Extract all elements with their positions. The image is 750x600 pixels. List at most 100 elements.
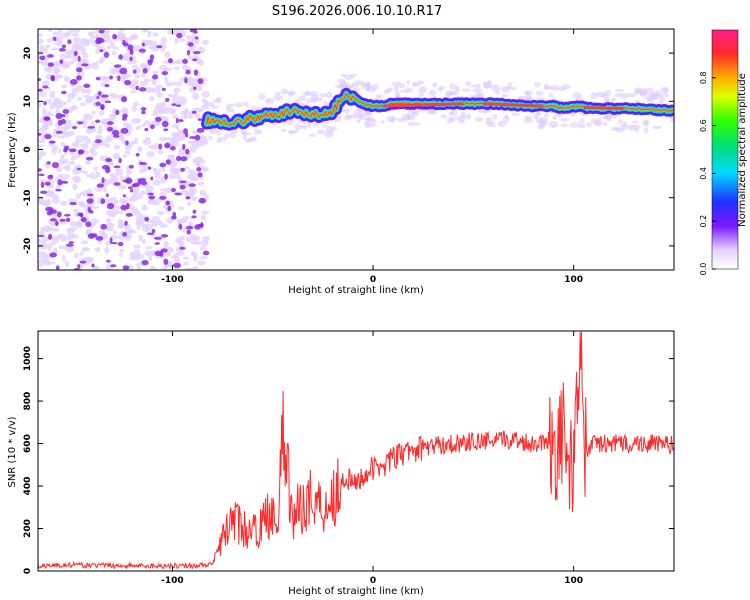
noise-blob-light [48,242,56,246]
noise-blob-light [38,91,47,98]
haze-blob [418,93,424,98]
noise-blob-light [55,60,60,65]
haze-blob [365,123,371,129]
noise-blob-light [118,29,127,32]
haze-blob [380,120,385,124]
noise-blob-light [136,225,141,231]
haze-blob [580,123,586,129]
noise-blob [151,228,156,234]
noise-blob-light [112,153,121,160]
haze-blob [486,121,496,128]
noise-blob-light [105,135,113,143]
noise-blob-light [118,133,126,141]
noise-blob [147,59,153,66]
haze-blob [455,115,466,122]
haze-blob [349,114,359,119]
haze-blob [552,115,557,120]
noise-blob-light [53,247,58,254]
noise-blob [141,180,148,186]
noise-blob-light [112,230,118,235]
noise-blob [144,216,150,222]
noise-blob-light [81,247,90,253]
haze-blob [482,81,491,86]
noise-blob [150,124,155,130]
noise-blob-light [67,198,77,203]
x-tick-label: 0 [370,275,376,285]
haze-blob [670,117,674,123]
noise-blob [121,96,128,103]
noise-blob [179,246,186,250]
noise-blob-light [185,236,191,243]
haze-blob [497,120,507,128]
signal-core-segment [383,102,464,108]
noise-blob-light [167,154,176,162]
noise-blob-light [179,110,188,115]
haze-blob [511,86,517,91]
haze-blob [523,90,534,96]
noise-blob-light [41,235,50,242]
haze-blob [396,117,407,123]
noise-blob-light [80,240,89,245]
noise-blob-light [72,208,80,213]
noise-blob-light [118,252,123,257]
noise-blob-light [132,101,140,107]
noise-blob-light [173,257,181,263]
noise-blob [100,105,105,111]
noise-blob-light [91,141,100,149]
haze-blob [307,121,312,128]
noise-blob [44,133,52,140]
noise-blob-light [78,201,85,206]
noise-blob-light [86,88,92,95]
noise-blob-light [103,39,113,43]
noise-blob-light [112,46,120,50]
noise-blob-light [138,234,144,242]
colorbar-tick-label: 0.0 [699,263,708,276]
haze-blob [464,81,472,86]
noise-blob-light [131,33,138,41]
haze-blob [418,89,427,94]
noise-blob [196,127,205,133]
y-tick-label: 0 [23,568,33,574]
noise-blob-light [182,30,187,38]
noise-blob [135,152,140,157]
haze-blob [548,93,554,98]
noise-blob-light [109,177,115,183]
noise-blob-light [198,107,204,113]
noise-blob-light [141,29,149,33]
noise-blob-light [152,113,158,117]
noise-blob [55,265,60,270]
noise-blob [185,196,191,200]
noise-blob [163,258,169,265]
noise-blob-light [38,242,45,249]
noise-blob-light [95,48,100,55]
haze-blob [390,117,396,123]
haze-blob [490,84,501,92]
haze-blob [343,74,354,80]
haze-blob [449,116,456,122]
noise-blob [189,136,197,139]
noise-blob [101,177,105,184]
haze-blob [356,119,361,124]
haze-blob [407,108,416,116]
noise-blob-light [94,247,101,253]
noise-blob [63,213,71,217]
haze-blob [371,118,377,125]
noise-blob-light [68,160,76,165]
colorbar-gradient [711,29,739,270]
haze-blob [413,121,421,126]
noise-blob [159,195,167,200]
noise-blob-light [187,114,194,120]
noise-blob-light [51,197,60,205]
noise-blob-light [79,102,86,107]
noise-blob-light [60,154,65,160]
noise-region [38,29,210,270]
noise-blob-light [147,197,156,205]
haze-blob [304,90,310,95]
noise-blob-light [84,138,92,144]
noise-blob-light [163,76,169,83]
noise-blob [95,236,104,241]
snr-y-label: SNR (10 * v/v) [7,416,18,487]
noise-blob [167,205,172,212]
